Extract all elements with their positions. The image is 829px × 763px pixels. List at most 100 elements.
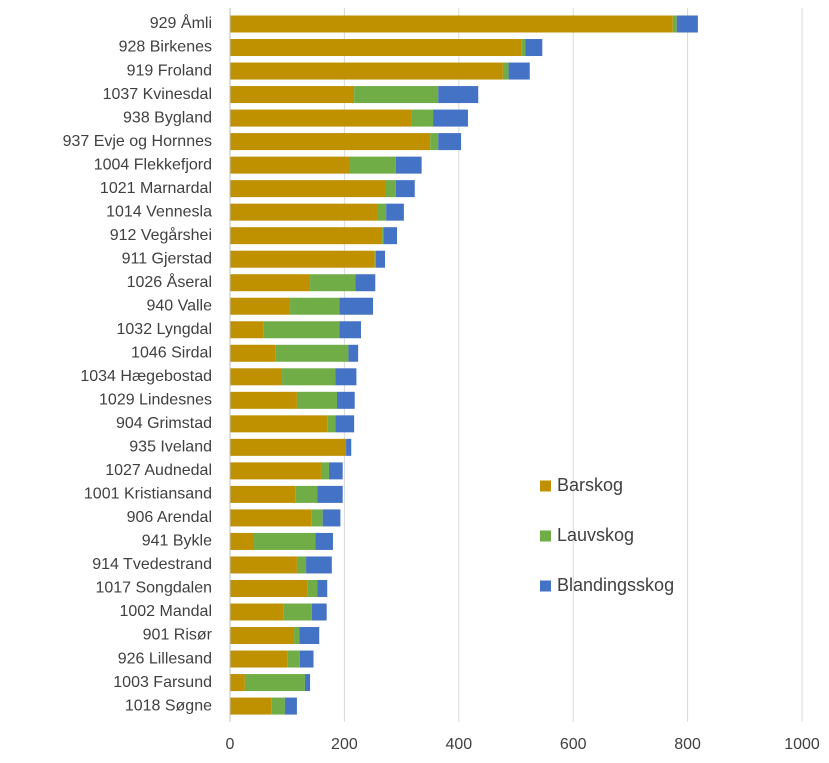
bar-segment bbox=[382, 227, 384, 245]
y-tick-label: 940 Valle bbox=[146, 297, 212, 314]
bar-segment bbox=[339, 297, 373, 315]
legend-swatch bbox=[540, 480, 551, 492]
bar-segment bbox=[383, 227, 398, 245]
bar-segment bbox=[275, 344, 349, 362]
bar-segment bbox=[328, 462, 343, 480]
bar-segment bbox=[377, 203, 387, 221]
y-tick-label: 1004 Flekkefjord bbox=[94, 156, 212, 173]
bar-segment bbox=[230, 15, 673, 33]
bar-segment bbox=[230, 297, 291, 315]
y-tick-label: 937 Evje og Hornnes bbox=[63, 133, 212, 150]
bar-segment bbox=[354, 86, 439, 104]
bar-segment bbox=[284, 697, 297, 715]
y-tick-label: 901 Risør bbox=[143, 627, 213, 644]
bar-segment bbox=[430, 133, 439, 151]
bar-segment bbox=[230, 39, 522, 57]
bar-segment bbox=[307, 579, 318, 597]
bar-segment bbox=[320, 462, 329, 480]
bar-segment bbox=[230, 485, 296, 503]
bar-segment bbox=[299, 650, 314, 668]
bar-segment bbox=[230, 86, 355, 104]
bar-segment bbox=[672, 15, 677, 33]
y-tick-label: 911 Gjerstad bbox=[122, 250, 212, 267]
legend-swatch bbox=[540, 580, 551, 592]
bar-segment bbox=[290, 297, 340, 315]
legend-label: Barskog bbox=[557, 475, 623, 495]
bar-segment bbox=[336, 391, 355, 409]
bar-segment bbox=[311, 603, 327, 621]
y-tick-label: 1002 Mandal bbox=[119, 603, 212, 620]
bar-segment bbox=[295, 485, 318, 503]
bar-segment bbox=[375, 250, 386, 268]
y-tick-label: 1034 Hægebostad bbox=[80, 368, 212, 385]
bar-segment bbox=[344, 438, 347, 456]
bar-segment bbox=[311, 509, 323, 527]
bar-segment bbox=[230, 579, 308, 597]
bar-segment bbox=[385, 180, 396, 198]
bar-segment bbox=[230, 415, 328, 433]
y-tick-label: 938 Bygland bbox=[123, 109, 212, 126]
bar-segment bbox=[230, 438, 345, 456]
bar-segment bbox=[230, 227, 383, 245]
bar-segment bbox=[374, 250, 376, 268]
bar-segment bbox=[230, 462, 321, 480]
y-tick-label: 914 Tvedestrand bbox=[92, 556, 212, 573]
bar-segment bbox=[502, 62, 509, 80]
bar-segment bbox=[230, 697, 272, 715]
bar-segment bbox=[438, 86, 479, 104]
y-tick-label: 906 Arendal bbox=[127, 509, 212, 526]
bar-segment bbox=[304, 674, 311, 692]
y-tick-label: 941 Bykle bbox=[142, 533, 212, 550]
bar-segment bbox=[327, 415, 336, 433]
legend-label: Blandingsskog bbox=[557, 575, 674, 595]
y-tick-label: 928 Birkenes bbox=[119, 39, 212, 56]
bar-segment bbox=[296, 391, 337, 409]
bar-segment bbox=[230, 321, 264, 339]
bar-segment bbox=[230, 509, 312, 527]
bar-segment bbox=[294, 627, 300, 645]
bar-segment bbox=[230, 627, 295, 645]
bar-segment bbox=[271, 697, 285, 715]
bar-segment bbox=[296, 556, 307, 574]
bar-segment bbox=[508, 62, 530, 80]
bar-segment bbox=[230, 203, 378, 221]
y-tick-label: 1046 Sirdal bbox=[131, 344, 212, 361]
y-tick-label: 1029 Lindesnes bbox=[99, 392, 212, 409]
bar-segment bbox=[230, 274, 311, 292]
bar-segment bbox=[348, 156, 396, 174]
bar-segment bbox=[230, 532, 255, 550]
y-tick-label: 1014 Vennesla bbox=[106, 203, 212, 220]
bar-segment bbox=[287, 650, 300, 668]
y-tick-label: 1018 Søgne bbox=[125, 697, 212, 714]
bar-segment bbox=[346, 438, 352, 456]
bar-segment bbox=[299, 627, 320, 645]
bar-segment bbox=[230, 156, 349, 174]
y-tick-label: 1037 Kvinesdal bbox=[103, 86, 212, 103]
bar-segment bbox=[254, 532, 316, 550]
y-tick-label: 1001 Kristiansand bbox=[84, 486, 212, 503]
y-tick-label: 1021 Marnardal bbox=[100, 180, 212, 197]
bar-segment bbox=[230, 133, 431, 151]
y-tick-label: 1003 Farsund bbox=[113, 674, 212, 691]
bar-segment bbox=[348, 344, 359, 362]
y-tick-label: 1032 Lyngdal bbox=[117, 321, 213, 338]
bar-segment bbox=[521, 39, 526, 57]
bar-segment bbox=[317, 485, 343, 503]
bar-segment bbox=[395, 156, 422, 174]
x-tick-label: 1000 bbox=[784, 736, 820, 753]
x-tick-label: 800 bbox=[674, 736, 701, 753]
bar-segment bbox=[315, 532, 333, 550]
x-tick-label: 400 bbox=[445, 736, 472, 753]
bar-segment bbox=[676, 15, 698, 33]
y-tick-label: 1017 Songdalen bbox=[95, 580, 212, 597]
bar-segment bbox=[244, 674, 305, 692]
bar-segment bbox=[230, 344, 276, 362]
bar-segment bbox=[282, 368, 336, 386]
bar-segment bbox=[230, 368, 283, 386]
bar-segment bbox=[433, 109, 468, 127]
bar-segment bbox=[411, 109, 434, 127]
bar-segment bbox=[310, 274, 356, 292]
bar-segment bbox=[230, 603, 284, 621]
bar-segment bbox=[230, 556, 297, 574]
